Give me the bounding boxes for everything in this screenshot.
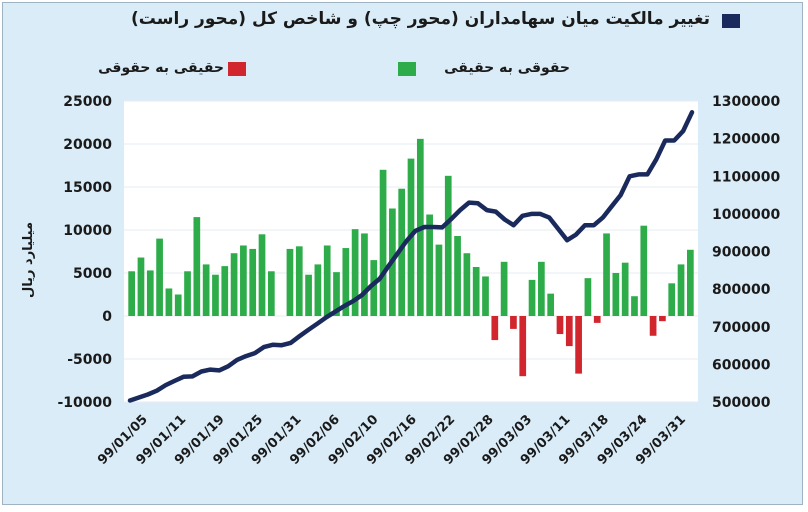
bar-positive [342, 248, 350, 316]
bar-negative [593, 316, 601, 323]
bar-positive [221, 266, 229, 316]
y-tick-right: 800000 [712, 282, 771, 298]
bar-positive [482, 276, 489, 316]
bar-positive [640, 225, 648, 316]
bar-positive [426, 214, 433, 316]
bar-positive [286, 248, 294, 316]
y-tick-left: 5000 [73, 266, 112, 282]
y-tick-right: 1000000 [712, 207, 780, 223]
chart-title: تغییر مالکیت میان سهامداران (محور چپ) و … [131, 9, 710, 29]
bar-positive [128, 271, 136, 316]
y-tick-right: 1300000 [712, 94, 780, 110]
bar-negative [649, 316, 657, 336]
bar-positive [193, 217, 201, 316]
bar-positive [267, 271, 275, 316]
bar-positive [621, 262, 629, 316]
bar-negative [519, 316, 527, 377]
bar-positive [165, 288, 173, 316]
bar-positive [677, 264, 685, 316]
y-tick-left: 10000 [63, 223, 112, 239]
bar-positive [351, 229, 359, 316]
y-tick-right: 1100000 [712, 169, 780, 185]
bar-positive [137, 257, 145, 316]
bar-negative [565, 316, 573, 347]
bar-positive [305, 274, 312, 316]
legend-label-negative: حقیقی به حقوقی [98, 60, 224, 76]
bar-negative [659, 316, 666, 322]
y-tick-left: -5000 [67, 352, 112, 368]
bar-positive [156, 238, 163, 316]
bar-positive [603, 233, 610, 316]
bar-positive [500, 261, 508, 316]
bar-positive [146, 270, 154, 316]
y-tick-right: 900000 [712, 245, 771, 261]
legend-label-positive: حقوقی به حقیقی [444, 60, 570, 76]
bar-positive [295, 246, 303, 316]
bar-negative [510, 316, 517, 329]
y-axis-label-left: میلیارد ریال [21, 222, 36, 298]
y-tick-left: 25000 [63, 94, 112, 110]
bar-positive [323, 245, 331, 316]
bar-positive [333, 272, 340, 316]
bar-positive [528, 279, 536, 316]
bar-positive [631, 296, 638, 316]
bar-positive [435, 244, 443, 316]
bar-positive [370, 260, 378, 316]
bar-negative [575, 316, 582, 374]
bar-positive [379, 169, 387, 316]
bar-negative [491, 316, 499, 341]
bar-positive [174, 294, 182, 316]
y-tick-right: 1200000 [712, 132, 780, 148]
y-tick-right: 700000 [712, 320, 771, 336]
bar-positive [454, 236, 461, 316]
legend-swatch-negative [228, 62, 246, 76]
bar-positive [361, 233, 368, 316]
bar-positive [584, 278, 592, 316]
bar-positive [547, 293, 555, 316]
legend-swatch-positive [398, 62, 416, 76]
bar-positive [202, 264, 210, 316]
bar-positive [230, 253, 238, 316]
bar-positive [668, 283, 676, 316]
bar-positive [212, 274, 219, 316]
y-tick-left: 0 [102, 309, 112, 325]
bar-negative [556, 316, 564, 335]
y-tick-left: -10000 [57, 395, 112, 411]
y-tick-right: 500000 [712, 395, 771, 411]
bar-positive [612, 273, 620, 316]
bar-positive [398, 188, 406, 316]
bar-positive [258, 234, 266, 316]
y-tick-left: 20000 [63, 137, 112, 153]
bar-positive [686, 249, 694, 316]
bar-positive [538, 261, 545, 316]
bar-positive [472, 266, 480, 316]
bar-positive [463, 253, 471, 316]
bar-positive [184, 271, 191, 316]
series-line-index [127, 110, 695, 403]
bar-positive [249, 248, 257, 316]
y-tick-left: 15000 [63, 180, 112, 196]
bar-positive [314, 264, 322, 316]
legend-swatch-index [722, 14, 740, 28]
y-tick-right: 600000 [712, 357, 771, 373]
bar-positive [240, 245, 247, 316]
bar-positive [444, 175, 452, 316]
